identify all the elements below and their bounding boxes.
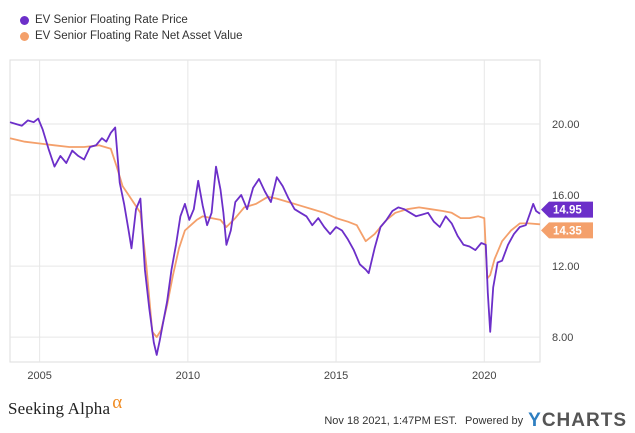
- x-tick-label-2: 2015: [324, 370, 348, 382]
- last-value-tag-0: 14.95: [541, 201, 593, 218]
- y-tick-label-1: 12.00: [552, 261, 580, 273]
- last-value-badge-1: [541, 222, 593, 239]
- ycharts-logo[interactable]: YCHARTS: [528, 410, 627, 431]
- x-tick-label-1: 2010: [176, 370, 200, 382]
- last-value-label-0: 14.95: [553, 205, 582, 217]
- chart-legend: EV Senior Floating Rate Price EV Senior …: [20, 12, 243, 44]
- y-tick-label-0: 8.00: [552, 332, 573, 344]
- chart-timestamp: Nov 18 2021, 1:47PM EST.: [324, 415, 458, 427]
- y-tick-label-3: 20.00: [552, 119, 580, 131]
- legend-label-price: EV Senior Floating Rate Price: [35, 14, 188, 26]
- x-tick-label-3: 2020: [472, 370, 496, 382]
- x-tick-label-0: 2005: [27, 370, 51, 382]
- legend-dot-nav: [20, 31, 29, 41]
- series-line-1: [9, 137, 541, 338]
- plot-area: [9, 59, 541, 363]
- series-line-0: [9, 117, 541, 356]
- legend-dot-price: [20, 15, 29, 25]
- powered-by-label: Powered by: [465, 415, 524, 427]
- line-chart[interactable]: 8.00 12.00 16.00 20.00 2005 2010 2015 2020 14.95…: [0, 0, 635, 400]
- alpha-icon: α: [112, 392, 123, 413]
- legend-item-nav[interactable]: EV Senior Floating Rate Net Asset Value: [20, 28, 243, 44]
- last-value-label-1: 14.35: [553, 225, 582, 237]
- seeking-alpha-logo: Seeking Alpha α: [8, 392, 123, 418]
- last-value-tag-1: 14.35: [541, 222, 593, 239]
- y-tick-label-2: 16.00: [552, 190, 580, 202]
- last-value-badge-0: [541, 201, 593, 218]
- legend-item-price[interactable]: EV Senior Floating Rate Price: [20, 12, 243, 28]
- legend-label-nav: EV Senior Floating Rate Net Asset Value: [35, 30, 243, 42]
- chart-footer: Nov 18 2021, 1:47PM EST. Powered by YCHA…: [324, 410, 627, 432]
